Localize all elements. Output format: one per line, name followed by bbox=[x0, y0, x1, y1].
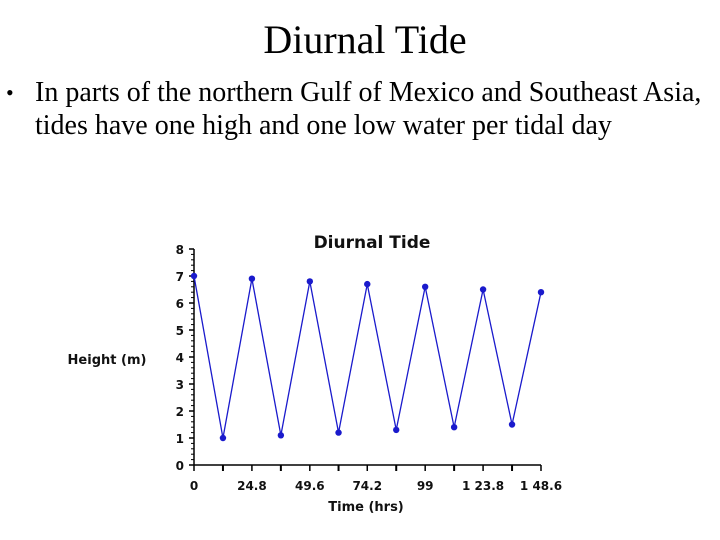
x-tick-label: 0 bbox=[190, 479, 198, 493]
data-point bbox=[277, 432, 285, 439]
y-tick-label: 1 bbox=[176, 432, 184, 446]
x-tick-label: 99 bbox=[417, 479, 434, 493]
data-point bbox=[450, 424, 458, 431]
x-axis-label: Time (hrs) bbox=[328, 500, 404, 515]
y-tick-label: 4 bbox=[176, 351, 184, 365]
chart-axes: 0 1 2 3 4 5 6 7 8 0 24.8 49.6 74.2 99 1 23.8 1 48.6 bbox=[176, 243, 562, 493]
y-tick-label: 6 bbox=[176, 297, 184, 311]
chart-title: Diurnal Tide bbox=[314, 233, 431, 253]
bullet-item: • In parts of the northern Gulf of Mexic… bbox=[6, 76, 706, 142]
y-tick-label: 8 bbox=[176, 243, 184, 257]
x-tick-label: 24.8 bbox=[237, 479, 267, 493]
data-point bbox=[393, 426, 400, 434]
x-tick-label: 1 23.8 bbox=[462, 479, 504, 493]
data-point bbox=[248, 275, 256, 282]
bullet-text: In parts of the northern Gulf of Mexico … bbox=[35, 77, 702, 141]
y-tick-label: 2 bbox=[176, 405, 184, 419]
data-point bbox=[219, 434, 227, 442]
x-tick-label: 74.2 bbox=[352, 479, 382, 493]
tide-line bbox=[193, 275, 542, 439]
y-tick-label: 0 bbox=[176, 459, 184, 473]
y-axis-label: Height (m) bbox=[68, 353, 147, 368]
y-tick-label: 5 bbox=[176, 324, 184, 338]
data-point bbox=[508, 421, 516, 428]
x-tick-label: 49.6 bbox=[295, 479, 325, 493]
x-tick-label: 1 48.6 bbox=[520, 479, 562, 493]
data-point bbox=[335, 429, 342, 436]
data-point bbox=[364, 280, 371, 288]
data-point bbox=[537, 289, 545, 296]
chart-plot-area bbox=[190, 272, 545, 442]
slide-title: Diurnal Tide bbox=[263, 17, 467, 62]
y-tick-label: 3 bbox=[176, 378, 184, 392]
data-point bbox=[306, 278, 314, 285]
data-point bbox=[479, 286, 487, 293]
data-point bbox=[190, 272, 198, 280]
data-point bbox=[421, 283, 429, 290]
bullet-marker: • bbox=[6, 80, 14, 105]
y-tick-label: 7 bbox=[176, 270, 184, 284]
